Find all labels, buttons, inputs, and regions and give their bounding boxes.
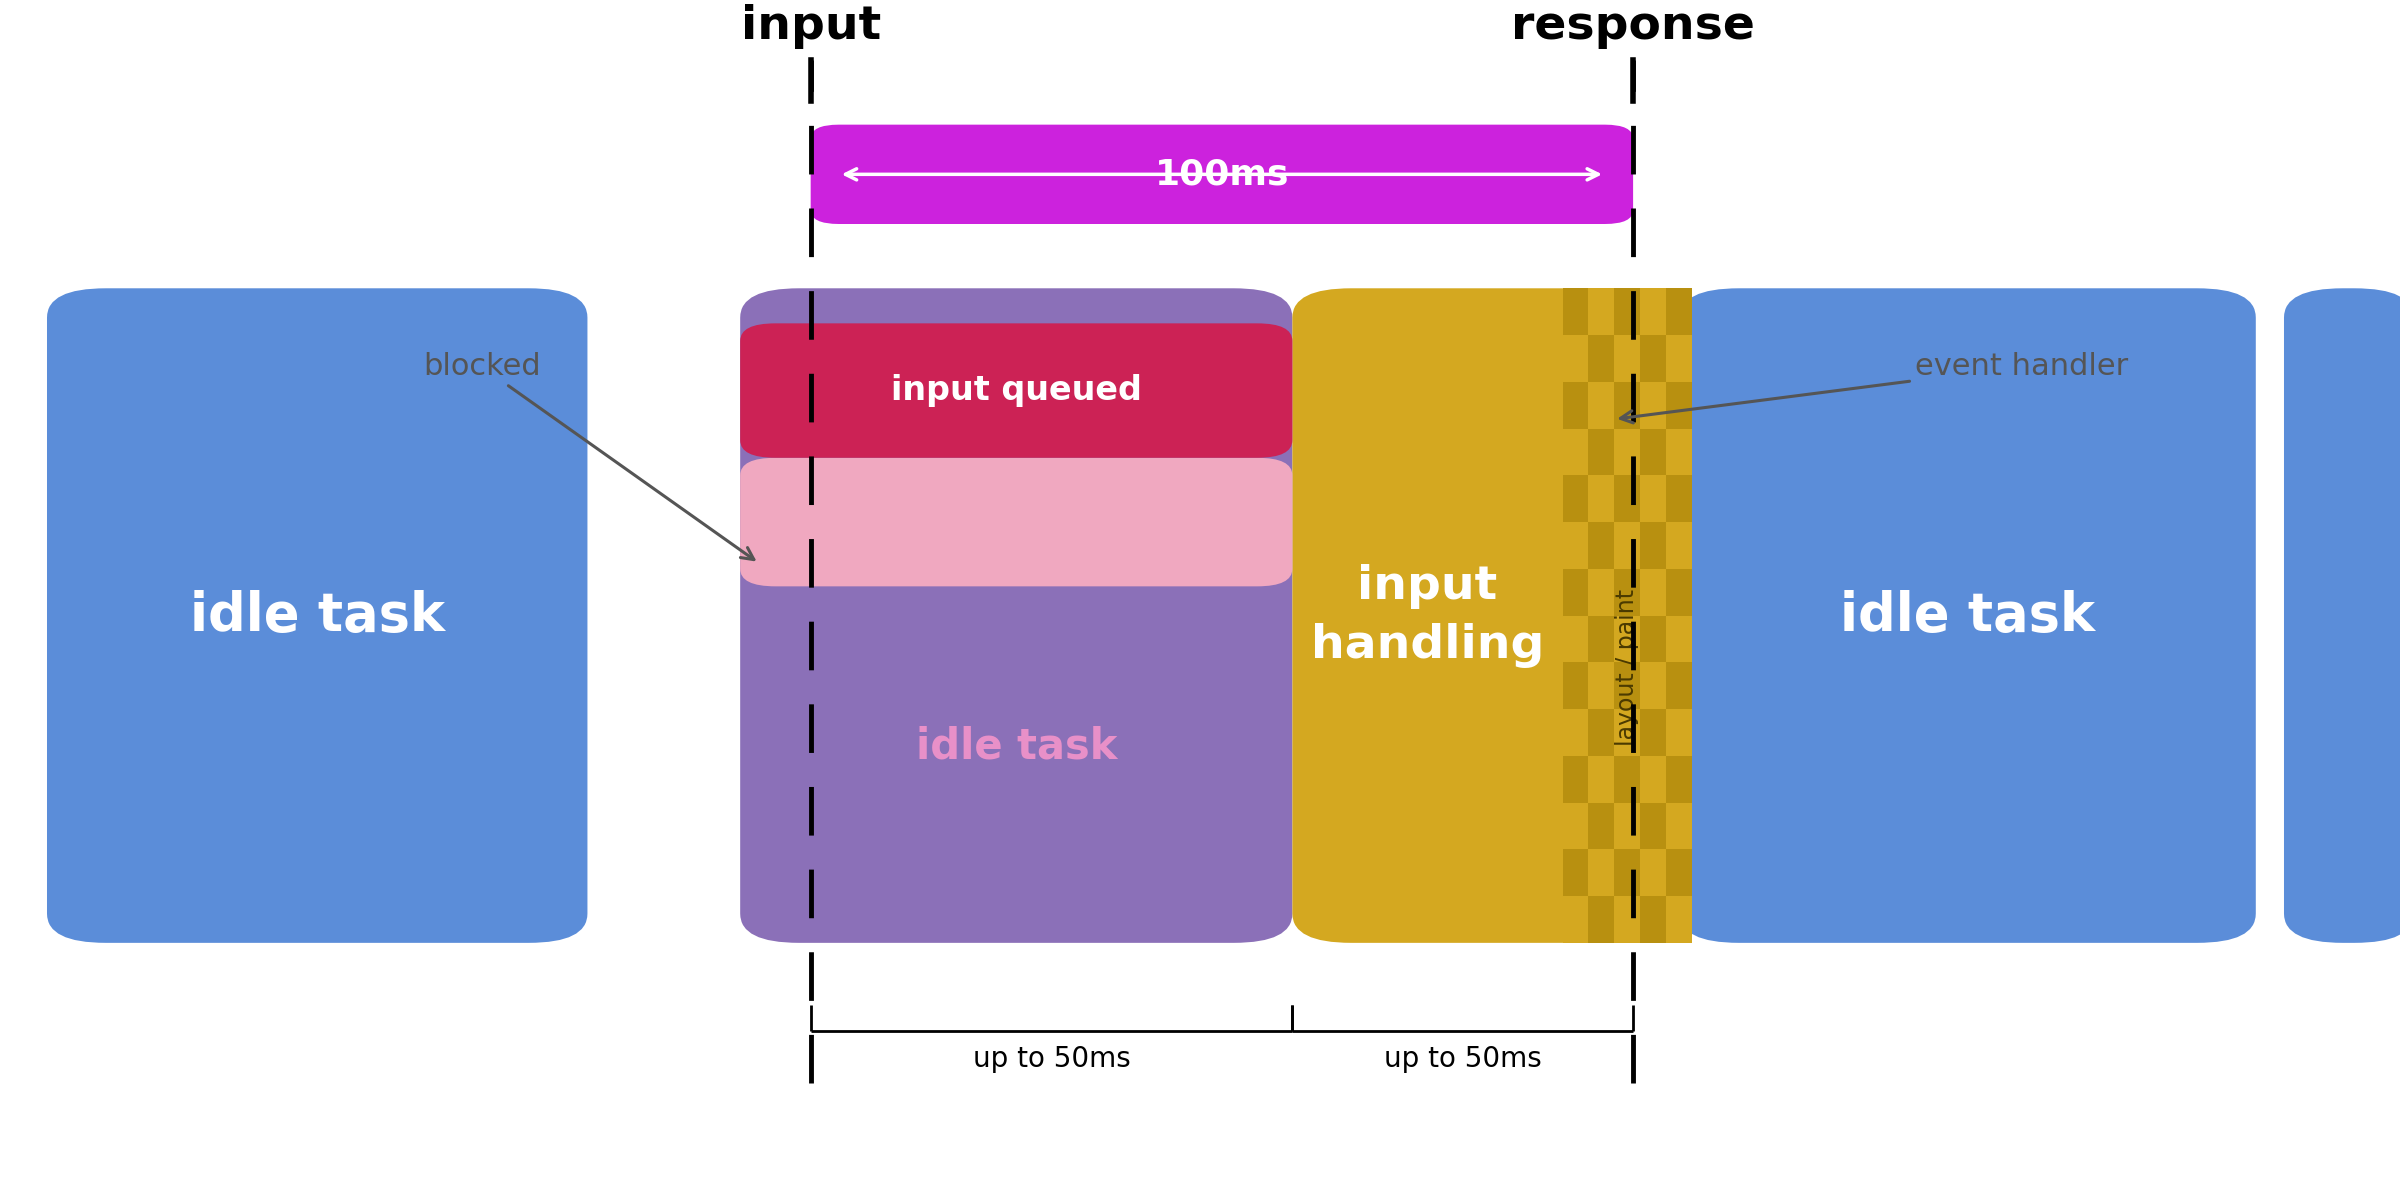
Bar — [1639, 616, 1666, 662]
Bar — [1562, 382, 1589, 428]
Bar — [1589, 709, 1615, 756]
Bar — [1666, 288, 1692, 335]
FancyBboxPatch shape — [2285, 288, 2400, 943]
Bar — [1639, 335, 1666, 382]
Text: 100ms: 100ms — [1154, 157, 1289, 191]
Bar — [1666, 756, 1692, 803]
Bar — [1562, 896, 1589, 943]
Text: event handler: event handler — [1620, 353, 2129, 422]
Text: idle task: idle task — [1841, 589, 2095, 642]
Bar — [1589, 756, 1615, 803]
Bar — [1589, 522, 1615, 569]
FancyBboxPatch shape — [1291, 288, 1692, 943]
Bar — [1589, 475, 1615, 522]
Text: response: response — [1512, 4, 1754, 49]
Bar — [1639, 428, 1666, 475]
Bar — [1562, 569, 1589, 616]
FancyBboxPatch shape — [48, 288, 588, 943]
Text: blocked: blocked — [422, 353, 754, 559]
Bar — [1639, 475, 1666, 522]
Bar — [1562, 803, 1589, 850]
Text: up to 50ms: up to 50ms — [1385, 1044, 1541, 1073]
Bar — [1562, 756, 1589, 803]
Bar — [1615, 335, 1639, 382]
Bar — [1615, 756, 1639, 803]
Bar — [1589, 616, 1615, 662]
Bar — [1615, 803, 1639, 850]
Text: idle task: idle task — [190, 589, 444, 642]
Text: layout / paint: layout / paint — [1615, 589, 1639, 746]
Bar — [1666, 522, 1692, 569]
Bar — [1615, 896, 1639, 943]
Bar — [1589, 850, 1615, 896]
Bar — [1615, 288, 1639, 335]
Bar — [1639, 850, 1666, 896]
Bar — [1589, 288, 1615, 335]
Bar — [1666, 850, 1692, 896]
FancyBboxPatch shape — [739, 457, 1291, 587]
Bar — [1615, 850, 1639, 896]
Bar — [1666, 616, 1692, 662]
Bar — [1666, 662, 1692, 709]
Bar — [1589, 662, 1615, 709]
Bar — [1615, 522, 1639, 569]
Bar — [1639, 756, 1666, 803]
Bar — [1639, 896, 1666, 943]
Bar — [1589, 803, 1615, 850]
Bar — [1589, 428, 1615, 475]
Text: input queued: input queued — [890, 374, 1142, 407]
FancyBboxPatch shape — [739, 288, 1291, 943]
Bar — [1666, 709, 1692, 756]
Bar — [1589, 896, 1615, 943]
Bar — [1589, 569, 1615, 616]
Bar — [1562, 662, 1589, 709]
Bar — [1666, 428, 1692, 475]
FancyBboxPatch shape — [739, 323, 1291, 457]
Text: input
handling: input handling — [1310, 564, 1543, 667]
Bar — [1615, 428, 1639, 475]
Bar — [1639, 288, 1666, 335]
Bar — [1615, 382, 1639, 428]
Bar — [1589, 335, 1615, 382]
Bar — [1562, 616, 1589, 662]
Bar — [1639, 382, 1666, 428]
Bar — [1639, 522, 1666, 569]
Bar — [1615, 616, 1639, 662]
Bar — [1615, 662, 1639, 709]
Text: up to 50ms: up to 50ms — [972, 1044, 1130, 1073]
Bar — [1562, 335, 1589, 382]
Bar — [1562, 709, 1589, 756]
FancyBboxPatch shape — [811, 125, 1632, 224]
Bar — [1615, 709, 1639, 756]
Text: input: input — [742, 4, 881, 49]
FancyBboxPatch shape — [1680, 288, 2256, 943]
Bar — [1615, 475, 1639, 522]
Bar — [1639, 569, 1666, 616]
Bar — [1615, 569, 1639, 616]
Bar — [1666, 803, 1692, 850]
Bar — [1666, 382, 1692, 428]
Bar — [1562, 850, 1589, 896]
Bar — [1639, 709, 1666, 756]
Bar — [1666, 569, 1692, 616]
Bar — [1562, 428, 1589, 475]
Bar — [1666, 475, 1692, 522]
Bar — [1666, 896, 1692, 943]
Bar — [1562, 522, 1589, 569]
Text: idle task: idle task — [914, 726, 1116, 768]
Bar — [1639, 662, 1666, 709]
Bar — [1639, 803, 1666, 850]
Bar — [1666, 335, 1692, 382]
Bar — [1562, 475, 1589, 522]
Bar — [1562, 288, 1589, 335]
Bar — [1589, 382, 1615, 428]
